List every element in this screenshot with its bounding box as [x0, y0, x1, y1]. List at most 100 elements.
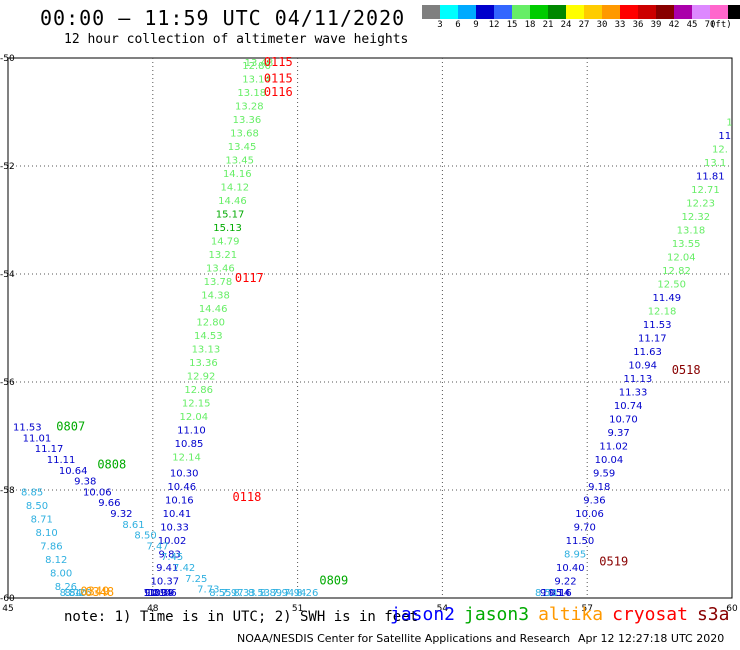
wave-height-point: 12.04: [180, 412, 209, 423]
color-scale-label: 21: [542, 20, 554, 30]
x-tick-label: 45: [2, 604, 13, 614]
wave-height-point: 9.32: [110, 509, 132, 520]
wave-height-point: 8.26: [296, 588, 318, 599]
wave-height-point: 9.05: [540, 588, 562, 599]
color-scale-swatch: [566, 5, 584, 19]
color-scale-label: 45: [686, 20, 698, 30]
wave-height-point: 10.46: [167, 482, 196, 493]
color-scale-label: 24: [560, 20, 572, 30]
wave-height-point: 7.42: [173, 563, 195, 574]
wave-height-point: 11.50: [566, 536, 595, 547]
color-scale-label: 3: [437, 20, 443, 30]
wave-height-point: 13.45: [225, 155, 254, 166]
wave-height-point: 11.49: [653, 293, 682, 304]
y-tick-label: -56: [0, 378, 15, 388]
wave-height-point: 12.50: [657, 280, 686, 291]
wave-height-point: 13.14: [242, 74, 271, 85]
wave-height-point: 8.89: [260, 588, 282, 599]
pass-time-label: 0518: [672, 363, 701, 377]
wave-height-point: 11.53: [13, 423, 42, 434]
wave-height-point: 9.38: [74, 477, 96, 488]
y-tick-label: -52: [0, 162, 15, 172]
color-scale-bar: [422, 5, 740, 19]
wave-height-point: 10.06: [83, 487, 112, 498]
wave-height-point: 8.33: [233, 588, 255, 599]
satellite-legend: jason2 jason3 altika cryosat s3a: [390, 604, 738, 625]
x-tick-label: 60: [726, 604, 738, 614]
wave-height-point: 10.06: [148, 588, 177, 599]
wave-height-point: 12.23: [686, 199, 715, 210]
wave-height-point: 8.12: [45, 555, 67, 566]
wave-height-point: 12.86: [242, 61, 271, 72]
x-tick-label: 57: [581, 604, 592, 614]
wave-height-point: 12.18: [648, 307, 677, 318]
wave-height-point: 12.: [712, 145, 728, 156]
wave-height-point: 11.33: [619, 388, 648, 399]
wave-height-point: 7.25: [185, 574, 207, 585]
wave-height-point: 9.18: [588, 482, 610, 493]
color-scale-labels: 3 6 9 12 15 18 21 24 27 30 33 36 39 42 45 70: [422, 20, 740, 34]
legend-entry-jason2: jason2: [390, 604, 456, 625]
wave-height-point: 10.06: [575, 509, 604, 520]
wave-height-point: 7.47: [146, 541, 168, 552]
wave-height-point: 14.38: [201, 290, 230, 301]
wave-height-point: 13.36: [233, 115, 262, 126]
wave-height-point: 10.94: [628, 361, 657, 372]
wave-height-point: 13.78: [204, 277, 233, 288]
color-scale-label: 15: [506, 20, 518, 30]
pass-time-label: 0115: [264, 55, 293, 69]
wave-height-point: 13.18: [237, 88, 266, 99]
wave-height-point: 8.95: [564, 550, 586, 561]
wave-height-point: 12.86: [184, 385, 213, 396]
color-scale-swatch: [422, 5, 440, 19]
color-scale-label: 42: [668, 20, 680, 30]
wave-height-point: 11.11: [47, 455, 76, 466]
color-scale-unit: (ft): [710, 20, 732, 30]
wave-height-point: 9.22: [554, 577, 576, 588]
wave-height-point: 9.89: [144, 588, 166, 599]
color-scale-swatch: [512, 5, 530, 19]
x-tick-label: 48: [147, 604, 159, 614]
wave-height-point: 13.46: [206, 263, 235, 274]
pass-time-label: 0348: [85, 585, 114, 599]
wave-height-point: 14.16: [223, 169, 252, 180]
wave-height-point: 11.17: [638, 334, 667, 345]
wave-height-point: 10.74: [614, 401, 643, 412]
wave-height-point: 13.36: [189, 358, 218, 369]
wave-height-point: 10.04: [595, 455, 624, 466]
wave-height-point: 1: [726, 118, 732, 129]
wave-height-point: 8.10: [64, 588, 86, 599]
wave-height-point: 10.30: [170, 469, 199, 480]
legend-entry-s3a: s3a: [696, 604, 730, 625]
wave-height-point: 10.40: [556, 563, 585, 574]
plot-frame: [7, 57, 733, 599]
pass-time-label: 0349: [80, 584, 109, 598]
wave-height-point: 15.13: [213, 223, 242, 234]
pass-time-label: 0807: [56, 420, 85, 434]
wave-height-point: 8.50: [26, 501, 48, 512]
wave-height-point: 10.37: [151, 577, 180, 588]
wave-height-point: 13.28: [235, 101, 264, 112]
generated-timestamp: Apr 12 12:27:18 UTC 2020: [578, 632, 725, 645]
color-scale-swatch: [710, 5, 728, 19]
footnote: note: 1) Time is in UTC; 2) SWH is in fe…: [64, 609, 419, 625]
wave-height-point: 8.53: [248, 588, 270, 599]
wave-height-point: 12.80: [196, 317, 225, 328]
wave-height-point: 12.15: [182, 398, 211, 409]
y-tick-label: -58: [0, 486, 15, 496]
wave-height-point: 9.37: [607, 428, 629, 439]
color-scale-label: 33: [614, 20, 626, 30]
color-scale-swatch: [638, 5, 656, 19]
wave-height-point: 11.53: [643, 320, 672, 331]
color-scale-swatch: [476, 5, 494, 19]
color-scale-swatch: [656, 5, 674, 19]
color-scale-swatch: [530, 5, 548, 19]
wave-height-point: 7.94: [272, 588, 294, 599]
wave-height-point: 10.39: [146, 588, 175, 599]
color-scale-label: 12: [488, 20, 500, 30]
wave-height-point: 9.41: [156, 563, 178, 574]
wave-height-point: 12.82: [662, 266, 691, 277]
color-scale-label: 30: [596, 20, 608, 30]
wave-height-point: 10.16: [165, 496, 194, 507]
wave-height-point: 7.73: [197, 585, 219, 596]
